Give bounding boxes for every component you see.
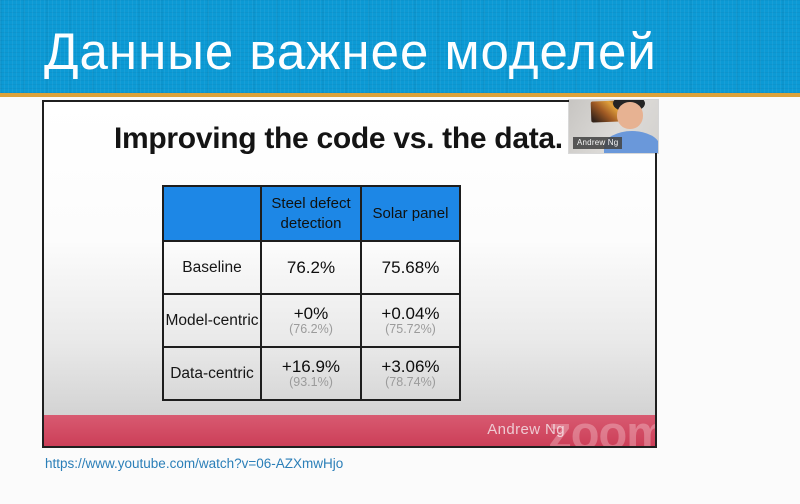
row-label: Data-centric: [170, 364, 254, 382]
table-row: Baseline 76.2% 75.68%: [162, 240, 461, 295]
zoom-watermark: zoom: [548, 415, 655, 446]
youtube-link[interactable]: https://www.youtube.com/watch?v=06-AZXmw…: [45, 456, 344, 471]
cell-value: 75.68%: [381, 257, 440, 277]
results-table: Steel defect detection Solar panel Basel…: [162, 185, 461, 401]
table-row: Data-centric +16.9% (93.1%) +3.06% (78.7…: [162, 346, 461, 401]
header-cell-solar: Solar panel: [360, 185, 461, 242]
cell-subvalue: (78.74%): [385, 375, 436, 390]
header-cell-empty: [162, 185, 262, 242]
header-cell-steel: Steel defect detection: [260, 185, 362, 242]
speaker-name: Andrew Ng: [487, 421, 565, 438]
webcam-thumbnail: Andrew Ng: [569, 100, 658, 153]
webcam-name-label: Andrew Ng: [573, 137, 623, 149]
cell-value: +0%: [293, 303, 329, 323]
row-label: Baseline: [182, 258, 242, 276]
cell-subvalue: (93.1%): [289, 375, 333, 390]
cell-subvalue: (75.72%): [385, 322, 436, 337]
table-row: Model-centric +0% (76.2%) +0.04% (75.72%…: [162, 293, 461, 348]
slide-header: Данные важнее моделей: [0, 0, 800, 97]
cell-value: 76.2%: [286, 257, 336, 277]
cell-value: +0.04%: [381, 303, 440, 323]
cell-value: +16.9%: [281, 356, 341, 376]
person-face: [617, 102, 643, 129]
row-label: Model-centric: [165, 311, 259, 329]
table-header-row: Steel defect detection Solar panel: [162, 185, 461, 242]
video-footer-bar: Andrew Ng zoom: [44, 415, 655, 446]
video-slide-title: Improving the code vs. the data.: [114, 122, 563, 155]
video-screenshot-frame: Improving the code vs. the data. Steel d…: [42, 100, 658, 448]
cell-subvalue: (76.2%): [289, 322, 333, 337]
page-title: Данные важнее моделей: [44, 23, 657, 80]
cell-value: +3.06%: [381, 356, 440, 376]
